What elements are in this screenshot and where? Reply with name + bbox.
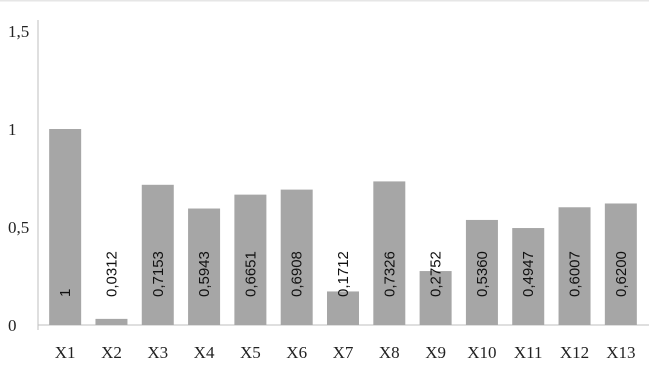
bar-x1: [49, 129, 82, 325]
bar-x2: [95, 318, 128, 325]
x-tick-label-x9: X9: [425, 343, 446, 362]
bar-x5: [234, 194, 267, 325]
bar-x11: [512, 228, 545, 325]
y-tick-label: 0,5: [8, 218, 29, 237]
x-tick-label-x6: X6: [286, 343, 307, 362]
y-tick-labels: 0 0,5 1 1,5: [8, 22, 29, 335]
data-label-x1: 1: [57, 289, 74, 297]
bar-x10: [465, 219, 498, 325]
bar-x13: [604, 203, 637, 325]
data-label-x3: 0,7153: [150, 251, 167, 297]
data-label-x7: 0,1712: [335, 251, 352, 297]
y-tick-label: 0: [8, 316, 17, 335]
x-tick-label-x2: X2: [101, 343, 122, 362]
data-label-x9: 0,2752: [428, 251, 445, 297]
bar-x8: [373, 181, 406, 325]
data-label-x4: 0,5943: [196, 251, 213, 297]
y-tick-label: 1: [8, 120, 17, 139]
x-tick-label-x12: X12: [560, 343, 589, 362]
data-label-x13: 0,6200: [613, 251, 630, 297]
x-tick-labels: X1 X2 X3 X4 X5 X6 X7 X8 X9 X10 X11 X12 X13: [55, 343, 636, 362]
y-tick-label: 1,5: [8, 22, 29, 41]
x-tick-label-x5: X5: [240, 343, 261, 362]
data-label-x10: 0,5360: [474, 251, 491, 297]
data-label-x6: 0,6908: [289, 251, 306, 297]
data-label-x5: 0,6651: [242, 251, 259, 297]
x-tick-label-x4: X4: [194, 343, 215, 362]
data-label-x8: 0,7326: [381, 251, 398, 297]
bar-x6: [280, 189, 313, 325]
x-tick-label-x1: X1: [55, 343, 76, 362]
bar-x3: [141, 184, 174, 325]
x-tick-label-x13: X13: [606, 343, 635, 362]
data-label-x2: 0,0312: [103, 251, 120, 297]
bars: [49, 129, 637, 325]
bar-x7: [327, 291, 359, 325]
bar-x4: [188, 208, 221, 325]
data-label-x11: 0,4947: [520, 251, 537, 297]
x-tick-label-x11: X11: [514, 343, 543, 362]
bar-x12: [558, 207, 591, 325]
bar-x9: [419, 271, 452, 325]
x-tick-label-x10: X10: [467, 343, 496, 362]
plot-frame-top: [0, 0, 649, 2]
data-label-x12: 0,6007: [567, 251, 584, 297]
x-tick-label-x3: X3: [147, 343, 168, 362]
x-tick-label-x7: X7: [333, 343, 354, 362]
x-tick-label-x8: X8: [379, 343, 400, 362]
data-labels: 1 0,0312 0,7153 0,5943 0,6651 0,6908 0,1712 0,7…: [57, 251, 630, 297]
